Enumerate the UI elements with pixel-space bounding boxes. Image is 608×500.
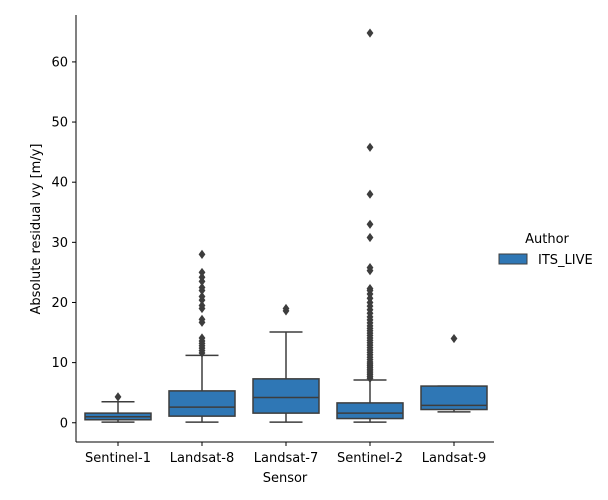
- y-axis-label: Absolute residual vy [m/y]: [29, 144, 44, 315]
- box-landsat-8: [168, 249, 236, 423]
- x-tick-label: Sentinel-1: [85, 451, 151, 466]
- x-tick-label: Sentinel-2: [337, 451, 403, 466]
- y-tick-label: 10: [51, 356, 68, 371]
- outlier-point: [198, 249, 206, 259]
- box-sentinel-2: [336, 28, 404, 423]
- outlier-point: [198, 267, 206, 277]
- y-tick-label: 0: [60, 416, 68, 431]
- iqr-box: [336, 402, 404, 420]
- outlier-point: [198, 300, 206, 311]
- box-sentinel-1: [84, 392, 152, 423]
- x-tick-label: Landsat-9: [422, 451, 487, 466]
- outlier-point: [366, 142, 374, 152]
- plot-area: [84, 28, 488, 423]
- box-landsat-9: [420, 333, 488, 413]
- legend-entry-label: ITS_LIVE: [538, 253, 593, 268]
- iqr-box: [252, 378, 320, 414]
- legend: Author ITS_LIVE: [498, 232, 593, 268]
- iqr-box: [420, 385, 488, 411]
- y-tick-label: 50: [51, 116, 68, 131]
- legend-swatch: [498, 253, 528, 265]
- y-tick-label: 60: [51, 55, 68, 70]
- outlier-point: [198, 272, 206, 282]
- y-tick-label: 30: [51, 236, 68, 251]
- outlier-point: [366, 284, 374, 294]
- x-tick-label: Landsat-7: [254, 451, 319, 466]
- x-axis-label: Sensor: [263, 471, 308, 486]
- y-tick-label: 40: [51, 176, 68, 191]
- outlier-point: [282, 303, 290, 314]
- outlier-point: [366, 189, 374, 199]
- y-tick-label: 20: [51, 296, 68, 311]
- outlier-point: [198, 333, 206, 343]
- box-landsat-7: [252, 303, 320, 423]
- outlier-point: [366, 232, 374, 243]
- outlier-point: [366, 219, 374, 229]
- outlier-point: [366, 263, 374, 273]
- outlier-point: [198, 291, 206, 302]
- iqr-box: [168, 390, 236, 417]
- outlier-point: [198, 314, 206, 324]
- x-tick-label: Landsat-8: [170, 451, 235, 466]
- axes: 0 10 20 30 40 50 60 Sentinel-1 Landsat-8 Landsat-…: [51, 15, 494, 466]
- outlier-point: [198, 282, 206, 293]
- outlier-point: [450, 333, 458, 344]
- outlier-point: [366, 28, 374, 38]
- outlier-point: [114, 392, 122, 402]
- legend-title: Author: [525, 232, 569, 247]
